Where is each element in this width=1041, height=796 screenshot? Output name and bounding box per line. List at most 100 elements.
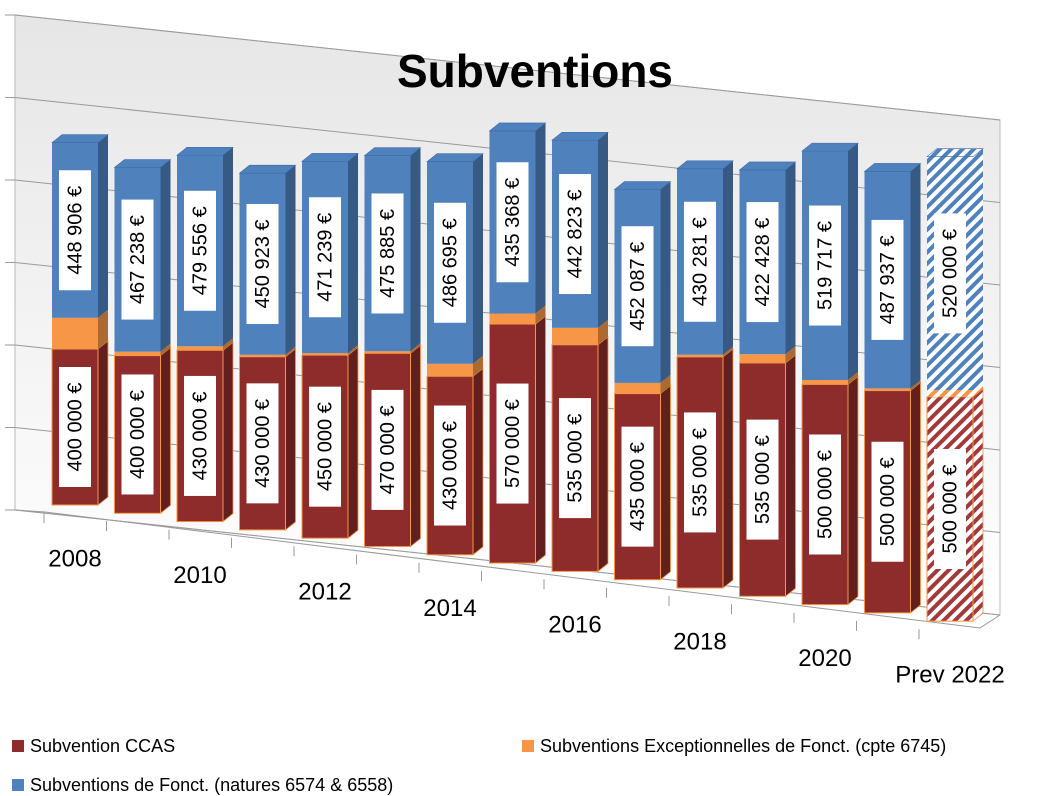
legend-swatch <box>522 740 534 752</box>
bar-top <box>738 161 797 171</box>
bar-side <box>598 319 608 345</box>
data-label-box <box>434 405 466 526</box>
bar-side <box>535 315 546 564</box>
legend-swatch <box>12 740 24 752</box>
data-label: 467 238 € <box>121 199 154 320</box>
bar-side <box>160 159 171 352</box>
bar-top <box>301 153 359 162</box>
data-label-text: 430 281 € <box>689 217 711 306</box>
data-label-box <box>434 202 466 323</box>
x-tick-label: 2014 <box>423 595 476 622</box>
data-label: 435 368 € <box>496 162 529 283</box>
data-label: 520 000 € <box>934 213 966 334</box>
bar-side <box>473 153 483 364</box>
data-label-text: 452 087 € <box>627 242 649 331</box>
bar-side <box>785 354 796 598</box>
data-label: 487 937 € <box>871 219 904 340</box>
bar-side <box>660 374 671 394</box>
bar-side <box>972 387 984 623</box>
data-label-text: 500 000 € <box>814 450 836 539</box>
data-label: 448 906 € <box>59 170 91 291</box>
bar-side <box>910 380 921 391</box>
data-label-text: 400 000 € <box>64 383 86 472</box>
bar <box>677 354 723 357</box>
bar-side <box>410 344 421 548</box>
grid-line <box>14 14 1001 121</box>
bar-top <box>238 164 297 174</box>
data-label-text: 487 937 € <box>877 235 899 324</box>
data-label: 475 885 € <box>371 193 404 314</box>
data-label-text: 435 000 € <box>627 442 649 531</box>
data-label-box <box>496 162 529 283</box>
data-label-text: 479 556 € <box>189 206 211 295</box>
data-label-box <box>934 449 966 569</box>
data-label-text: 450 923 € <box>252 220 274 309</box>
data-label-text: 467 238 € <box>127 215 149 304</box>
data-label-box <box>809 205 841 326</box>
data-label-box <box>184 190 216 311</box>
data-label: 500 000 € <box>809 434 841 555</box>
data-label-box <box>559 398 591 519</box>
bar-side <box>848 371 858 385</box>
data-label: 479 556 € <box>184 190 216 311</box>
bar-side <box>348 345 358 356</box>
bar-side <box>535 305 546 325</box>
bar <box>864 388 911 391</box>
bar-side <box>98 309 108 349</box>
data-label-text: 535 000 € <box>752 435 774 524</box>
x-tick-label: 2012 <box>298 579 351 606</box>
data-label: 430 000 € <box>184 375 216 496</box>
data-label: 535 000 € <box>559 398 591 519</box>
data-label-box <box>934 213 966 334</box>
data-label-box <box>246 383 279 504</box>
bar-top <box>363 147 422 156</box>
data-label-text: 435 368 € <box>502 178 524 267</box>
data-label-box <box>684 201 716 322</box>
data-label: 500 000 € <box>871 441 904 562</box>
x-tick-label: 2018 <box>673 628 726 655</box>
data-label-box <box>746 419 779 540</box>
floor-edge <box>14 509 1001 629</box>
data-label-text: 430 000 € <box>439 421 461 510</box>
bar-top <box>176 146 234 156</box>
bar-top <box>488 122 547 132</box>
bar-side <box>285 165 296 355</box>
bar-side <box>285 347 296 531</box>
data-label-text: 475 885 € <box>377 209 399 298</box>
bar-top <box>426 153 484 163</box>
data-label-text: 500 000 € <box>877 457 899 546</box>
data-label-text: 442 823 € <box>564 190 586 279</box>
bar-top <box>551 131 609 141</box>
data-label-text: 448 906 € <box>64 186 86 275</box>
bar-side <box>973 148 983 391</box>
data-label: 500 000 € <box>934 449 966 569</box>
data-label-box <box>621 226 654 347</box>
bar <box>739 354 786 363</box>
bar-side <box>910 163 921 389</box>
data-label-text: 535 000 € <box>564 414 586 503</box>
data-label-box <box>371 389 404 510</box>
data-label-box <box>309 386 341 507</box>
bar-side <box>660 181 671 383</box>
bar-side <box>473 355 483 377</box>
data-label: 430 000 € <box>434 405 466 526</box>
bar-side <box>785 346 796 363</box>
data-label: 422 428 € <box>746 202 779 323</box>
data-label-box <box>496 383 529 504</box>
bar-side <box>348 153 358 354</box>
bar-side <box>285 346 296 357</box>
bar-top <box>113 159 172 168</box>
data-label-text: 430 000 € <box>189 391 211 480</box>
bar <box>427 363 473 377</box>
data-label-box <box>121 199 154 320</box>
bar-top <box>613 181 672 190</box>
bar-side <box>97 340 109 506</box>
data-label-box <box>559 174 591 295</box>
bar-side <box>723 160 733 355</box>
data-label: 450 923 € <box>246 203 279 324</box>
bar-side <box>222 341 234 523</box>
data-label-text: 470 000 € <box>377 405 399 494</box>
bar-side <box>598 132 608 328</box>
bar-side <box>723 346 733 357</box>
